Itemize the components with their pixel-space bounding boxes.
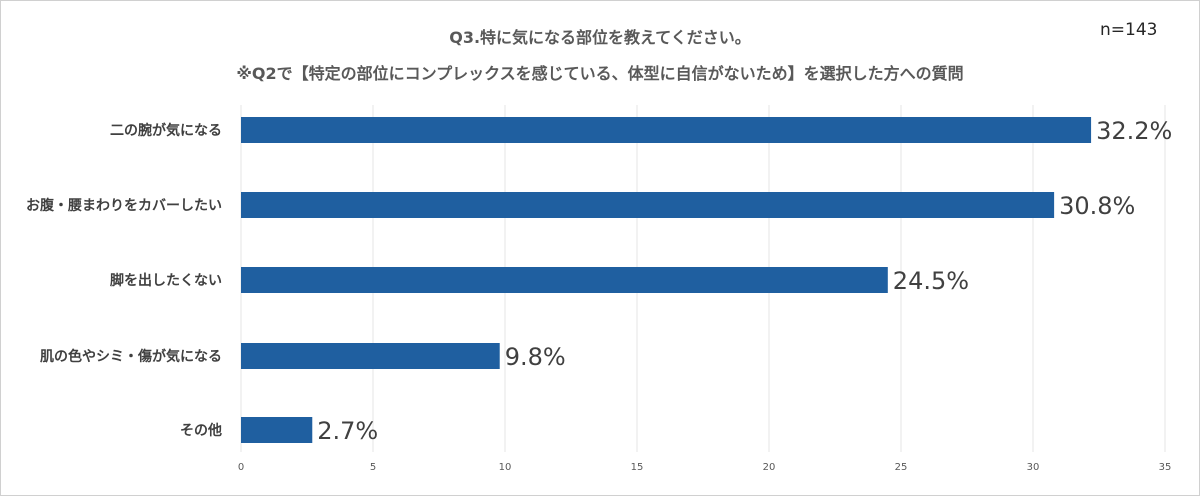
x-tick-label: 15	[631, 462, 644, 473]
sample-size-label: n=143	[1100, 20, 1158, 40]
category-label: お腹・腰まわりをカバーしたい	[26, 197, 222, 214]
x-tick-label: 0	[238, 462, 244, 473]
data-label: 32.2%	[1096, 117, 1172, 145]
x-tick-label: 30	[1027, 462, 1040, 473]
x-tick-label: 5	[370, 462, 376, 473]
bar	[241, 192, 1055, 218]
data-label: 2.7%	[317, 417, 378, 445]
category-label: 二の腕が気になる	[110, 122, 222, 139]
x-tick-label: 10	[499, 462, 512, 473]
chart-title: Q3.特に気になる部位を教えてください。	[449, 28, 751, 47]
bar	[241, 117, 1092, 143]
data-label: 30.8%	[1059, 192, 1135, 220]
data-label: 24.5%	[893, 267, 969, 295]
x-tick-label: 20	[763, 462, 776, 473]
chart-subtitle: ※Q2で【特定の部位にコンプレックスを感じている、体型に自信がないため】を選択し…	[236, 64, 964, 83]
x-tick-label: 25	[895, 462, 908, 473]
category-label: 肌の色やシミ・傷が気になる	[40, 348, 222, 365]
category-label: 脚を出したくない	[110, 272, 222, 289]
bar	[241, 267, 888, 293]
bar	[241, 417, 313, 443]
x-tick-label: 35	[1159, 462, 1172, 473]
bar	[241, 343, 500, 369]
data-label: 9.8%	[505, 343, 566, 371]
category-label: その他	[180, 422, 222, 439]
